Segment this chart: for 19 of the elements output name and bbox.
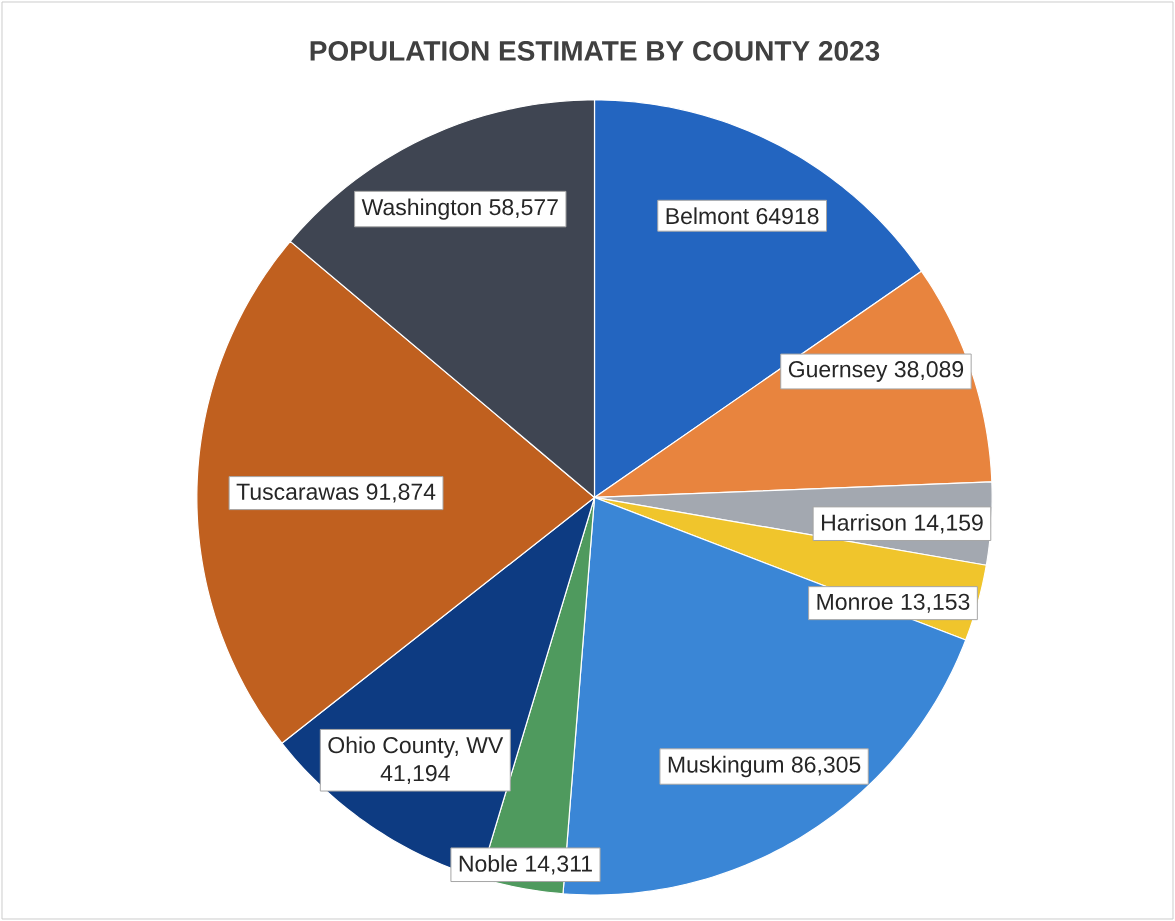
data-label: 58,577 — [489, 198, 558, 218]
slice-label: Tuscarawas — [236, 483, 359, 500]
data-label: 64918 — [756, 207, 819, 225]
slice-label: Ohio County, WV — [328, 736, 504, 758]
data-label: 86,305 — [791, 756, 861, 776]
data-label: 14,311 — [526, 855, 592, 875]
slice-label: Monroe — [817, 593, 893, 610]
data-label: 38,089 — [894, 361, 964, 381]
data-label: 14,159 — [915, 514, 983, 534]
slice-label: Washington — [361, 198, 481, 220]
slice-label: Muskingum — [668, 755, 783, 778]
slice-label: Belmont — [666, 207, 749, 225]
slice-label: Harrison — [822, 513, 906, 531]
chart-title: POPULATION ESTIMATE BY COUNTY 2023 — [310, 40, 880, 61]
slice-label: Guernsey — [788, 361, 888, 382]
data-label: 13,153 — [901, 593, 970, 613]
data-label: 91,874 — [366, 483, 436, 503]
data-label: 41,194 — [380, 765, 450, 785]
slice-label: Noble — [459, 854, 517, 872]
